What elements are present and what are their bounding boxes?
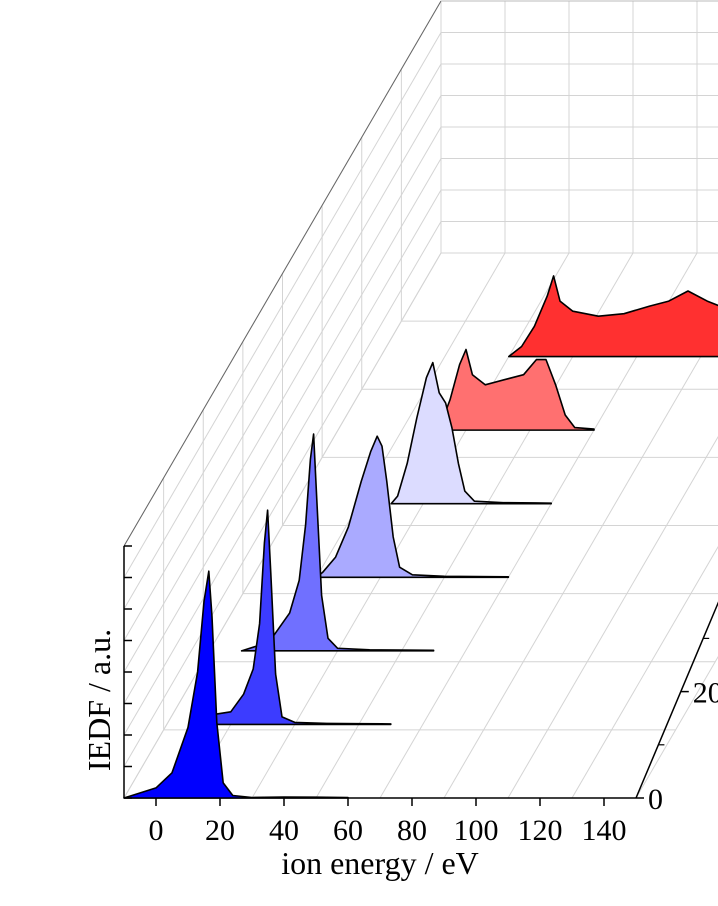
- series-group: [123, 275, 718, 799]
- tick-marks: [124, 545, 710, 806]
- side-grid-line: [123, 158, 442, 704]
- side-grid-line: [123, 95, 442, 641]
- side-grid-line: [123, 126, 442, 673]
- x-tick-label-60: 60: [333, 814, 363, 847]
- side-wall-grid: [123, 0, 442, 799]
- x-tick-label-100: 100: [454, 814, 499, 847]
- x-tick-label-120: 120: [518, 814, 563, 847]
- y-axis-line: [635, 601, 718, 799]
- back-wall-grid: [440, 0, 718, 254]
- x-tick-label-140: 140: [582, 814, 627, 847]
- side-grid-line: [123, 189, 442, 736]
- z-axis-title: IEDF / a.u.: [81, 629, 117, 771]
- x-tick-labels: 0 20 40 60 80 100 120 140: [149, 814, 627, 847]
- series-4-area: [315, 435, 510, 579]
- side-grid-line: [123, 32, 442, 578]
- y-tick-label-0: 0: [648, 783, 663, 816]
- side-top-edge: [123, 0, 442, 547]
- floor-grid-line: [571, 545, 718, 799]
- floor-grid: [123, 252, 718, 799]
- series-6-area: [433, 348, 595, 431]
- x-tick-label-0: 0: [149, 814, 164, 847]
- x-axis-title: ion energy / eV: [281, 845, 479, 881]
- series-5-area: [390, 361, 552, 505]
- series-2-area: [197, 509, 392, 726]
- y-tick-labels: 0 20: [648, 677, 718, 816]
- series-1-area: [123, 570, 349, 799]
- series-7-area: [507, 275, 718, 358]
- x-tick-label-20: 20: [205, 814, 235, 847]
- side-grid-line: [123, 63, 442, 610]
- floor-grid-line: [635, 656, 718, 799]
- y-tick-label-20: 20: [693, 677, 718, 710]
- side-grid-line: [123, 221, 442, 767]
- x-tick-label-40: 40: [269, 814, 299, 847]
- x-tick-label-80: 80: [397, 814, 427, 847]
